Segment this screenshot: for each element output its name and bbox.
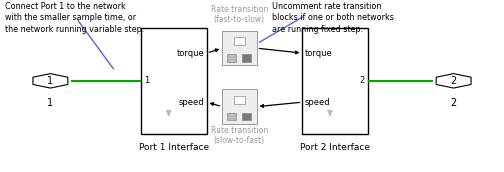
Bar <box>242 54 250 62</box>
Text: torque: torque <box>305 49 333 58</box>
Text: 1: 1 <box>47 98 53 108</box>
Bar <box>222 89 257 124</box>
Text: 2: 2 <box>360 76 365 85</box>
Text: Rate transition
(fast-to-slow): Rate transition (fast-to-slow) <box>211 5 268 24</box>
Polygon shape <box>33 74 68 88</box>
Text: Port 2 Interface: Port 2 Interface <box>300 143 370 152</box>
Text: 2: 2 <box>451 76 457 86</box>
Bar <box>234 96 244 104</box>
Bar <box>227 113 236 120</box>
Text: 2: 2 <box>451 98 457 108</box>
Text: Rate transition
(slow-to-fast): Rate transition (slow-to-fast) <box>211 126 268 145</box>
Text: speed: speed <box>178 98 204 107</box>
Bar <box>141 28 207 134</box>
Bar <box>242 113 250 120</box>
Text: Uncomment rate transition
blocks if one or both networks
are running fixed step.: Uncomment rate transition blocks if one … <box>272 2 394 34</box>
Bar <box>302 28 368 134</box>
Bar <box>227 54 236 62</box>
Text: speed: speed <box>305 98 331 107</box>
Bar <box>222 31 257 65</box>
Bar <box>234 37 244 45</box>
Text: Connect Port 1 to the network
with the smaller sample time, or
the network runni: Connect Port 1 to the network with the s… <box>5 2 144 34</box>
Text: torque: torque <box>176 49 204 58</box>
Polygon shape <box>436 74 471 88</box>
Text: Port 1 Interface: Port 1 Interface <box>139 143 209 152</box>
Text: 1: 1 <box>47 76 53 86</box>
Text: 1: 1 <box>144 76 149 85</box>
